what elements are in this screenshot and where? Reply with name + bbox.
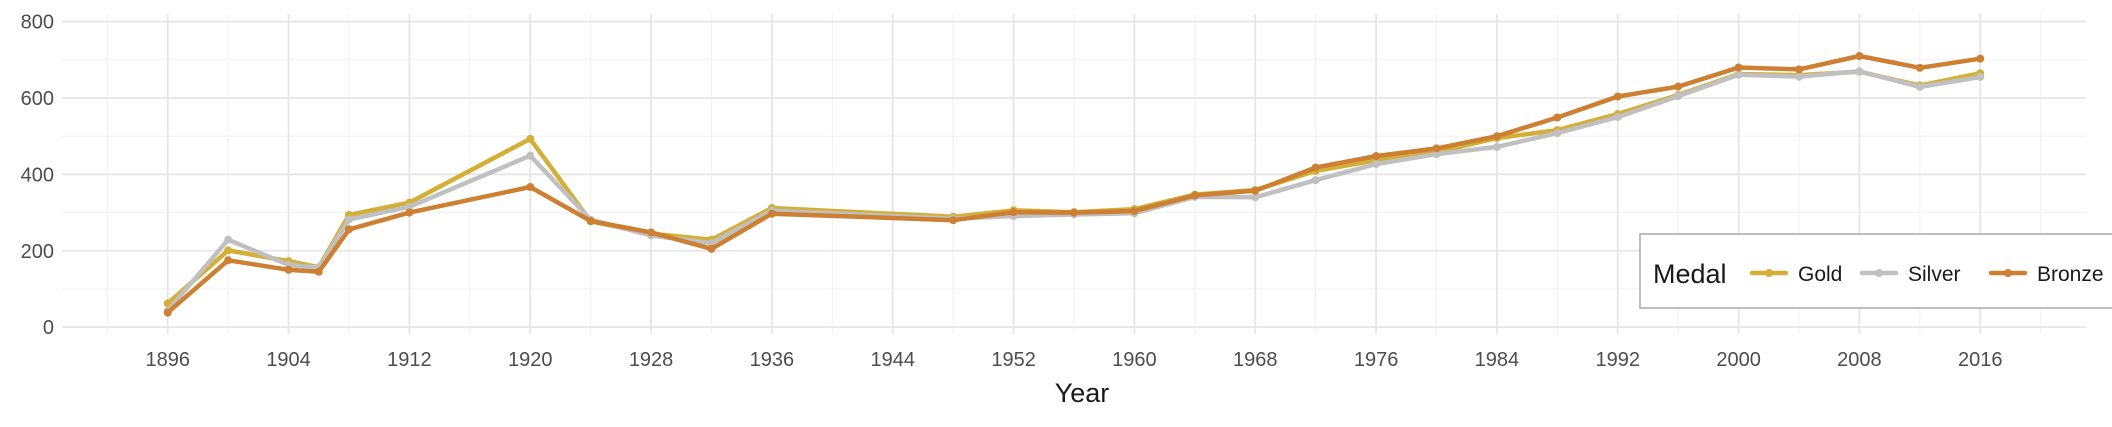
silver-point xyxy=(1976,73,1985,82)
legend-items: Gold Silver Bronze xyxy=(1749,263,2104,286)
bronze-point xyxy=(405,208,414,217)
bronze-point xyxy=(526,182,535,191)
legend-item-silver: Silver xyxy=(1859,263,1961,286)
gold-point xyxy=(526,134,535,143)
x-axis-title: Year xyxy=(1055,378,1110,408)
x-tick-label: 1968 xyxy=(1233,349,1278,371)
bronze-point xyxy=(1190,191,1199,200)
x-tick-label: 1936 xyxy=(750,349,795,371)
legend-label-silver: Silver xyxy=(1908,263,1961,286)
bronze-point xyxy=(1492,132,1501,141)
x-tick-label: 1928 xyxy=(629,349,674,371)
x-tick-label: 1960 xyxy=(1112,349,1157,371)
legend-item-bronze: Bronze xyxy=(1988,263,2104,286)
bronze-point xyxy=(1855,52,1864,61)
silver-point xyxy=(1734,70,1743,79)
bronze-point xyxy=(586,216,595,225)
x-tick-label: 1912 xyxy=(387,349,432,371)
series-bronze xyxy=(163,52,1985,317)
legend-label-gold: Gold xyxy=(1798,263,1842,286)
x-tick-label: 2008 xyxy=(1837,349,1882,371)
silver-point xyxy=(1855,67,1864,76)
bronze-point xyxy=(314,267,323,276)
x-axis: 1896 1904 1912 1920 1928 1936 1944 1952 1960 1968… xyxy=(145,349,2002,371)
silver-point xyxy=(1311,176,1320,185)
bronze-point xyxy=(1976,54,1985,63)
y-tick-label: 800 xyxy=(21,12,54,34)
silver-point xyxy=(344,215,353,224)
gold-point xyxy=(224,246,233,255)
legend-item-gold: Gold xyxy=(1749,263,1842,286)
x-tick-label: 1944 xyxy=(870,349,915,371)
bronze-point xyxy=(767,209,776,218)
silver-point xyxy=(526,151,535,160)
x-tick-label: 1952 xyxy=(991,349,1036,371)
y-tick-label: 0 xyxy=(43,317,54,339)
legend-label-bronze: Bronze xyxy=(2037,263,2104,286)
y-tick-label: 600 xyxy=(21,88,54,110)
bronze-point xyxy=(1734,63,1743,72)
silver-point xyxy=(1915,82,1924,91)
bronze-point xyxy=(1070,208,1078,217)
silver-point xyxy=(1613,113,1622,122)
bronze-point xyxy=(1130,207,1139,216)
silver-point xyxy=(1674,92,1683,101)
legend-key-point-bronze xyxy=(2004,269,2012,277)
bronze-point xyxy=(284,265,293,274)
legend: Medal Gold Silver Bronze xyxy=(1639,233,2112,309)
x-tick-label: 1976 xyxy=(1354,349,1399,371)
silver-point xyxy=(1372,160,1381,169)
x-tick-label: 1896 xyxy=(145,349,190,371)
bronze-point xyxy=(1372,152,1381,161)
bronze-point xyxy=(224,256,233,265)
bronze-point xyxy=(1613,92,1622,101)
legend-key-point-silver xyxy=(1875,269,1883,277)
bronze-point xyxy=(1311,163,1320,172)
bronze-point xyxy=(1674,82,1683,91)
x-tick-label: 1984 xyxy=(1475,349,1520,371)
x-tick-label: 1992 xyxy=(1596,349,1641,371)
bronze-point xyxy=(1251,186,1260,195)
silver-point xyxy=(1795,72,1804,81)
y-tick-label: 400 xyxy=(21,164,54,186)
bronze-point xyxy=(1915,63,1924,72)
bronze-point xyxy=(1553,113,1562,122)
x-tick-label: 1920 xyxy=(508,349,553,371)
bronze-point xyxy=(163,308,172,317)
bronze-point xyxy=(647,228,656,237)
silver-point xyxy=(1553,129,1562,138)
silver-point xyxy=(1432,150,1441,159)
legend-title: Medal xyxy=(1653,259,1727,289)
y-tick-label: 200 xyxy=(21,241,54,263)
x-tick-label: 2016 xyxy=(1958,349,2003,371)
bronze-point xyxy=(707,244,716,253)
series-layer xyxy=(163,52,1985,317)
legend-key-point-gold xyxy=(1765,269,1773,277)
bronze-point xyxy=(1009,208,1018,217)
x-tick-label: 2000 xyxy=(1716,349,1761,371)
bronze-point xyxy=(1795,65,1804,74)
bronze-point xyxy=(1432,144,1441,153)
silver-point xyxy=(1251,193,1260,202)
silver-point xyxy=(224,235,233,244)
y-axis: 0 200 400 600 800 xyxy=(21,12,54,339)
bronze-point xyxy=(344,225,353,234)
bronze-point xyxy=(949,216,958,225)
silver-point xyxy=(405,202,414,211)
silver-point xyxy=(1492,142,1501,151)
x-tick-label: 1904 xyxy=(266,349,311,371)
